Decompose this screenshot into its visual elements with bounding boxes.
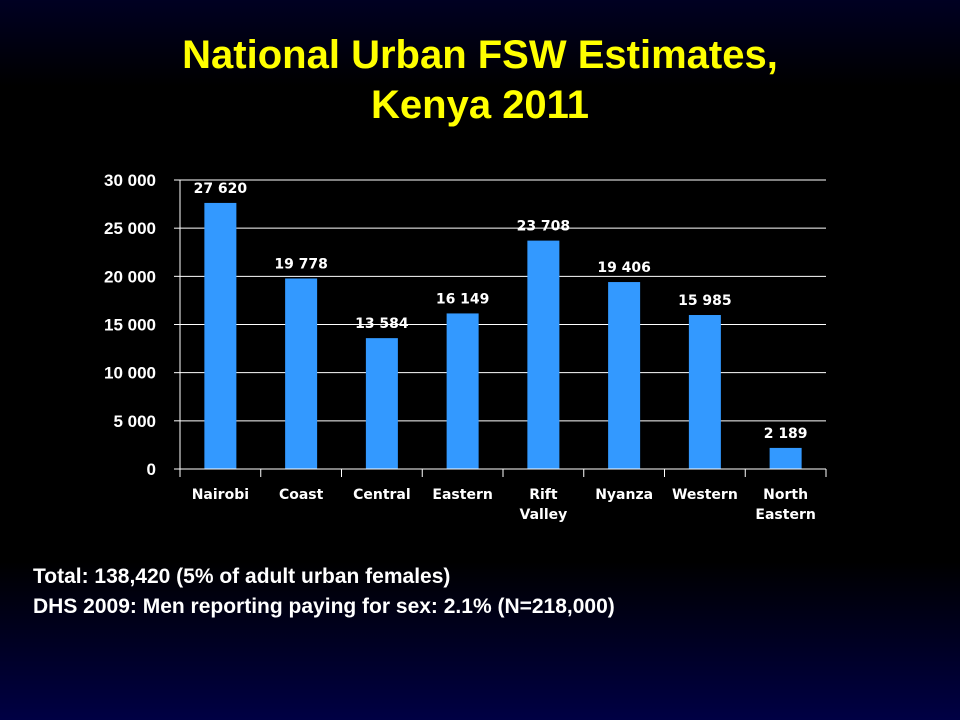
y-tick-label: 25 000	[104, 219, 156, 238]
labels: 0 5 000 10 000 15 000 20 000 25 000 30 000 27 6…	[104, 171, 816, 523]
bar	[608, 282, 641, 469]
data-label: 16 149	[436, 291, 490, 307]
x-category-label: Coast	[279, 487, 324, 503]
x-category-label: North	[763, 487, 808, 503]
data-label: 23 708	[517, 219, 571, 235]
x-category-label: Eastern	[755, 507, 815, 523]
title-line-2: Kenya 2011	[371, 83, 589, 127]
y-tick-label: 20 000	[104, 267, 156, 286]
bar	[204, 202, 237, 469]
data-label: 2 189	[764, 426, 808, 442]
x-category-label: Western	[672, 487, 738, 503]
bar	[365, 338, 398, 469]
y-tick-label: 30 000	[104, 171, 156, 190]
data-label: 19 778	[274, 256, 328, 272]
title-line-1: National Urban FSW Estimates,	[182, 33, 778, 77]
x-category-label: Nairobi	[192, 487, 249, 503]
slide-notes: Total: 138,420 (5% of adult urban female…	[33, 562, 615, 622]
bars	[204, 202, 802, 469]
note-dhs: DHS 2009: Men reporting paying for sex: …	[33, 595, 615, 618]
y-tick-label: 5 000	[113, 412, 156, 431]
data-label: 13 584	[355, 316, 409, 332]
bar	[688, 315, 721, 469]
y-tick-label: 0	[147, 460, 156, 479]
bar	[527, 240, 560, 469]
data-label: 19 406	[597, 260, 651, 276]
bar	[769, 447, 802, 469]
data-label: 15 985	[678, 293, 732, 309]
x-category-label: Eastern	[432, 487, 492, 503]
note-total: Total: 138,420 (5% of adult urban female…	[33, 565, 451, 588]
x-category-label: Rift	[529, 487, 558, 503]
bar	[446, 313, 479, 469]
y-tick-label: 15 000	[104, 316, 156, 335]
slide-title: National Urban FSW Estimates, Kenya 2011	[0, 30, 960, 130]
y-tick-label: 10 000	[104, 364, 156, 383]
axes	[174, 179, 827, 477]
x-category-label: Valley	[520, 507, 568, 523]
bar	[285, 278, 318, 469]
x-category-label: Central	[353, 487, 411, 503]
x-category-label: Nyanza	[595, 487, 653, 503]
data-label: 27 620	[194, 181, 248, 197]
